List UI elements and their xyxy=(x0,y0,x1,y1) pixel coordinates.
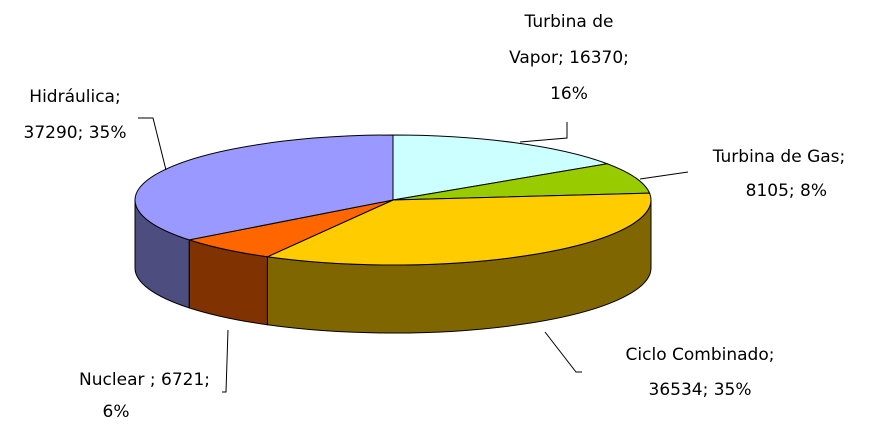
slice xyxy=(265,192,652,266)
pie-sides xyxy=(134,199,652,334)
slice xyxy=(392,134,610,201)
data-label: Vapor; 16370; xyxy=(509,48,629,68)
data-label: Turbina de Gas; xyxy=(712,147,846,167)
data-label: Nuclear ; 6721; xyxy=(79,370,210,390)
data-labels: Turbina de Vapor; 16370; 16% Turbina de Gas… xyxy=(24,12,846,422)
leader-line xyxy=(519,122,568,143)
leader-line xyxy=(544,331,582,373)
slice xyxy=(392,163,651,201)
leader-line xyxy=(138,117,167,171)
leader-line xyxy=(222,329,229,393)
data-label: 6% xyxy=(103,402,130,422)
data-label: 36534; 35% xyxy=(649,380,752,400)
leader-line xyxy=(639,171,689,180)
data-label: Hidráulica; xyxy=(29,87,120,107)
data-label: 8105; 8% xyxy=(746,181,827,201)
slice xyxy=(134,134,394,241)
data-label: Turbina de xyxy=(524,12,614,32)
data-label: Ciclo Combinado; xyxy=(626,345,775,365)
data-label: 16% xyxy=(550,84,588,104)
data-label: 37290; 35% xyxy=(24,123,127,143)
pie-tops xyxy=(134,134,652,266)
